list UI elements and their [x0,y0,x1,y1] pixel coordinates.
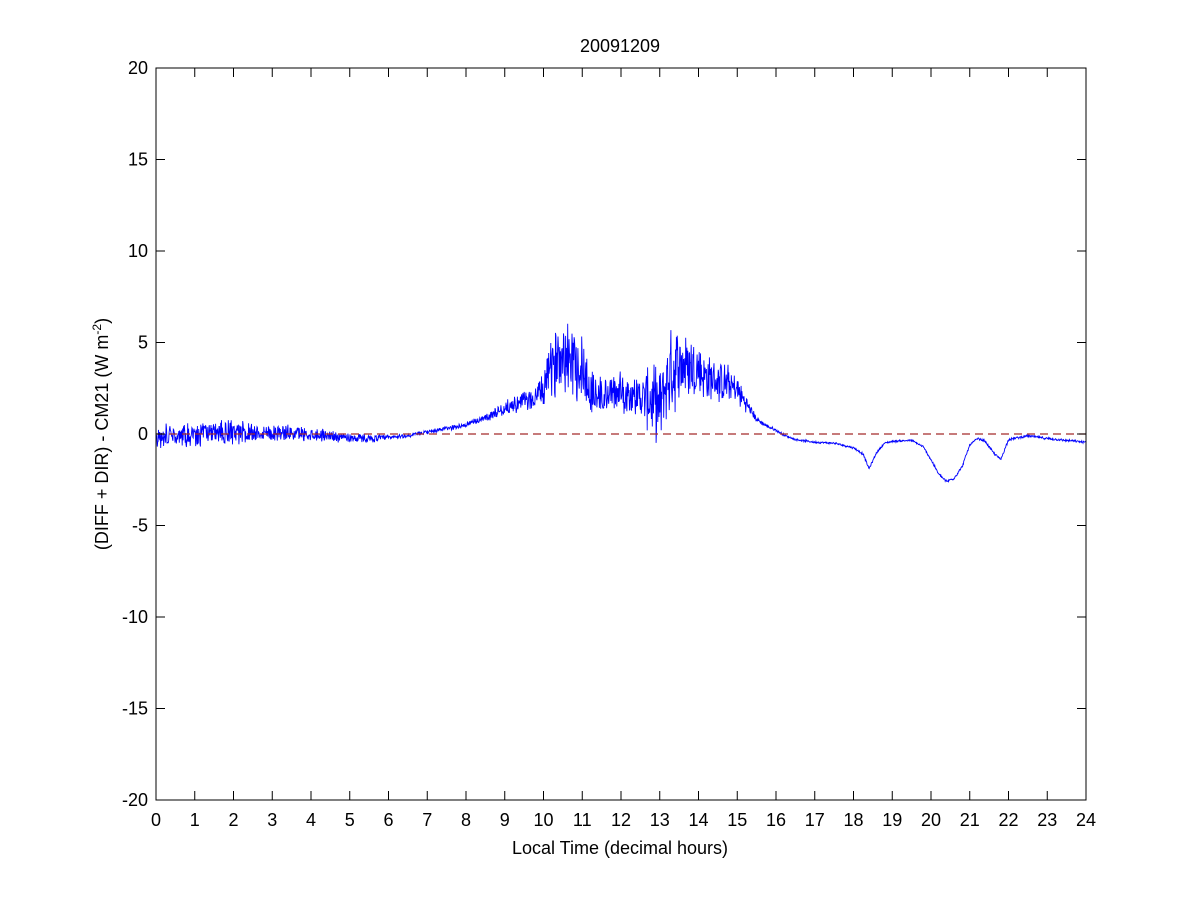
y-axis-title: (DIFF + DIR) - CM21 (W m-2) [90,318,112,550]
x-tick-label: 3 [267,810,277,830]
chart-title: 20091209 [580,36,660,56]
x-tick-label: 2 [228,810,238,830]
series-layer [155,323,1086,483]
x-tick-label: 11 [573,810,592,830]
x-tick-label: 24 [1076,810,1096,830]
x-tick-label: 9 [500,810,510,830]
y-tick-label: -15 [122,699,148,719]
x-tick-label: 20 [921,810,941,830]
x-tick-label: 18 [843,810,863,830]
x-tick-label: 4 [306,810,316,830]
x-tick-label: 8 [461,810,471,830]
y-tick-label: 20 [128,58,148,78]
x-tick-label: 6 [383,810,393,830]
x-tick-label: 16 [766,810,786,830]
x-tick-label: 13 [650,810,670,830]
y-axis-title-superscript: -2 [90,324,104,335]
y-tick-label: 0 [138,424,148,444]
x-tick-label: 17 [805,810,825,830]
x-tick-label: 5 [345,810,355,830]
x-tick-label: 22 [998,810,1018,830]
x-tick-label: 1 [190,810,200,830]
plot-frame [155,67,1087,801]
x-tick-label: 14 [688,810,708,830]
x-tick-label: 23 [1037,810,1057,830]
x-tick-label: 10 [533,810,553,830]
x-tick-label: 21 [960,810,980,830]
x-tick-label: 7 [422,810,432,830]
y-tick-label: -10 [122,607,148,627]
y-tick-label: 15 [128,150,148,170]
y-tick-label: -5 [132,516,148,536]
y-axis-title-main: (DIFF + DIR) - CM21 (W m [92,335,112,550]
x-tick-label: 15 [727,810,747,830]
x-tick-label: 19 [882,810,902,830]
difference-series-line [155,323,1086,483]
y-tick-label: 10 [128,241,148,261]
x-tick-label: 0 [151,810,161,830]
x-axis-title: Local Time (decimal hours) [512,838,728,858]
x-tick-label: 12 [611,810,631,830]
y-tick-label: -20 [122,790,148,810]
ticks-layer: 0 1 2 3 4 5 6 7 8 9 10 11 12 13 14 15 16 17 18 19 20 21 22 23 24… [122,58,1096,830]
y-tick-label: 5 [138,333,148,353]
y-axis-title-close: ) [92,318,112,324]
